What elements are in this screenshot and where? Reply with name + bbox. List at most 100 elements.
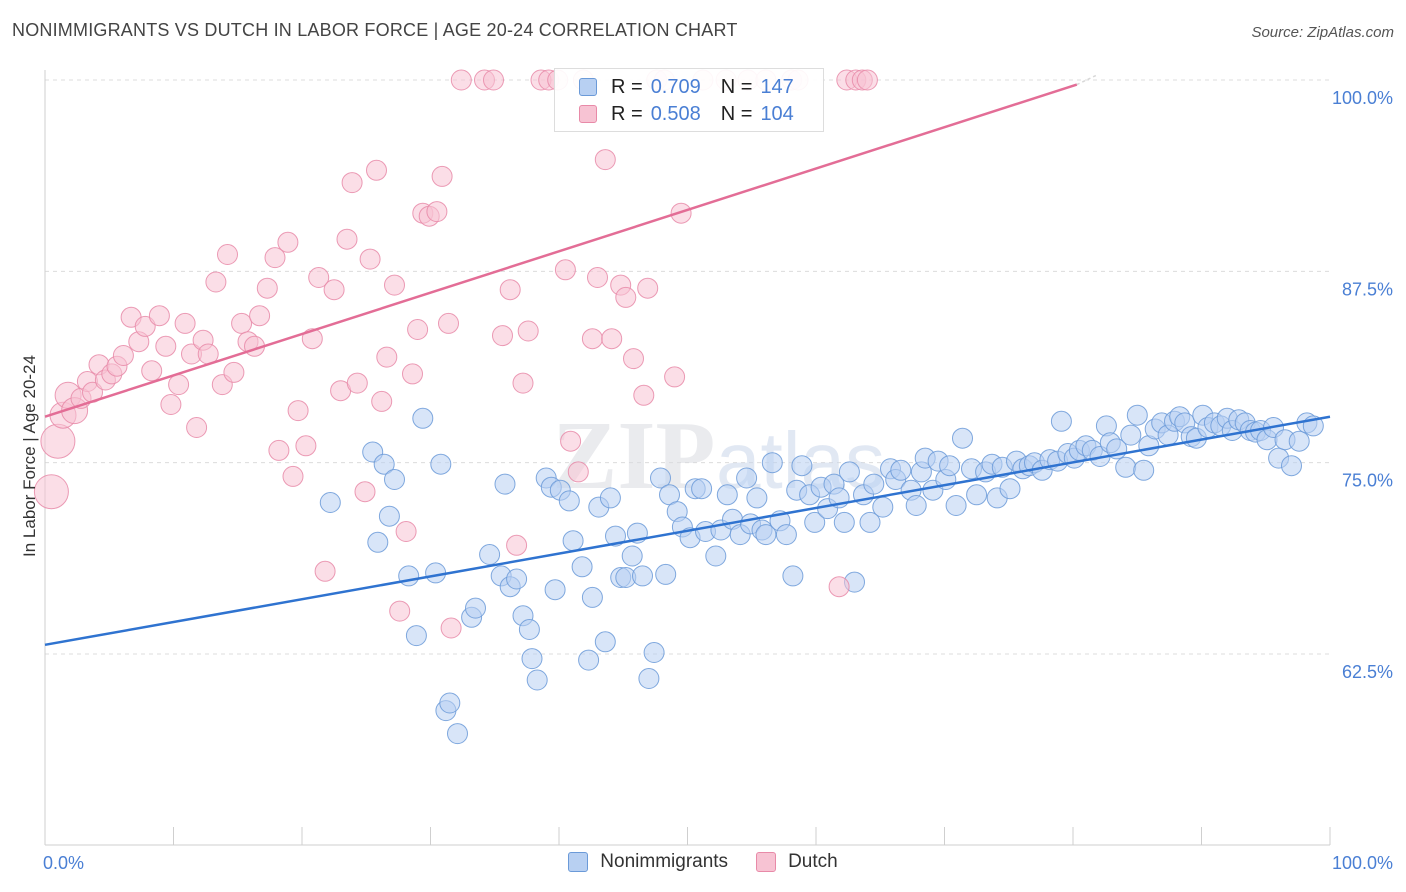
nonimmigrants-point-95 [952, 427, 973, 449]
dutch-point-21 [174, 312, 196, 334]
dutch-point-37 [277, 231, 299, 253]
dutch-point-29 [223, 361, 245, 383]
nonimmigrants-point-3 [373, 453, 395, 475]
nonimmigrants-point-23 [521, 648, 543, 670]
nonimmigrants-point-27 [544, 579, 566, 601]
nonimmigrants-point-52 [691, 478, 713, 500]
dutch-point-18 [155, 335, 177, 357]
nonimmigrants-point-80 [859, 511, 881, 533]
nonimmigrants-point-13 [447, 723, 468, 745]
dutch-point-35 [264, 247, 286, 269]
dutch-point-103 [856, 69, 878, 91]
dutch-point-51 [366, 159, 387, 181]
dutch-point-78 [567, 461, 589, 483]
dutch-point-53 [376, 346, 398, 368]
nonimmigrants-point-7 [405, 625, 427, 647]
dutch-point-30 [231, 312, 253, 334]
dutch-point-61 [426, 201, 448, 223]
nonimmigrants-point-76 [833, 511, 855, 533]
y-axis-label: In Labor Force | Age 20-24 [20, 355, 39, 557]
nonimmigrants-point-37 [605, 525, 626, 547]
dutch-point-33 [249, 305, 271, 327]
axes [44, 70, 1331, 846]
dutch-point-42 [308, 267, 330, 288]
series-nonimmigrants-points [319, 404, 1324, 745]
legend-item-nonimmigrants[interactable]: Nonimmigrants [568, 851, 728, 873]
n-value: 104 [760, 102, 794, 125]
nonimmigrants-point-29 [558, 490, 580, 512]
dutch-point-64 [440, 617, 462, 639]
dutch-point-20 [168, 374, 190, 396]
dutch-point-26 [205, 271, 227, 293]
nonimmigrants-point-30 [562, 530, 584, 552]
trend-lines [44, 74, 1331, 647]
nonimmigrants-point-36 [599, 487, 621, 509]
y-tick-label-0: 62.5% [1342, 662, 1393, 682]
dutch-point-80 [581, 328, 603, 350]
dutch-point-62 [431, 165, 453, 187]
tick-labels: 62.5% 75.0% 87.5% 100.0% 0.0% 100.0% [43, 88, 1393, 873]
r-value: 0.508 [650, 102, 701, 125]
r-label: R = [611, 75, 643, 98]
blue-swatch [579, 78, 597, 96]
dutch-point-52 [371, 390, 393, 412]
nonimmigrants-point-22 [518, 619, 540, 640]
dutch-point-1 [40, 423, 76, 459]
dutch-point-99 [828, 576, 850, 598]
dutch-point-87 [633, 384, 655, 406]
r-value: 0.709 [650, 75, 701, 98]
nonimmigrants-point-31 [571, 556, 593, 578]
chart-title: NONIMMIGRANTS VS DUTCH IN LABOR FORCE | … [12, 20, 738, 40]
nonimmigrants-point-93 [939, 455, 961, 477]
pink-swatch [756, 852, 777, 872]
nonimmigrants-point-87 [905, 495, 927, 516]
stats-legend: R = 0.709 N = 147 R = 0.508 N = 104 [554, 68, 824, 132]
dutch-point-0 [33, 474, 69, 510]
n-value: 147 [760, 75, 794, 98]
dutch-point-56 [395, 521, 417, 542]
dutch-point-58 [407, 319, 429, 340]
nonimmigrants-point-45 [650, 467, 671, 489]
nonimmigrants-point-81 [863, 473, 885, 495]
nonimmigrants-point-120 [1115, 456, 1137, 478]
dutch-point-19 [160, 394, 182, 415]
dutch-point-83 [601, 328, 623, 350]
nonimmigrants-point-94 [945, 495, 967, 516]
blue-swatch [568, 852, 589, 872]
series-dutch-points [33, 69, 878, 639]
dutch-point-67 [483, 69, 504, 91]
nonimmigrants-point-8 [412, 407, 434, 429]
dutch-point-76 [554, 259, 576, 281]
nonimmigrants-point-20 [506, 568, 528, 590]
nonimmigrants-point-122 [1126, 404, 1148, 426]
dutch-point-15 [134, 315, 156, 337]
trend-line-nonimmigrants [44, 415, 1331, 647]
nonimmigrants-point-15 [465, 597, 486, 619]
dutch-point-47 [341, 172, 363, 194]
nonimmigrants-point-102 [999, 478, 1021, 500]
pink-swatch [579, 105, 597, 123]
stats-row-dutch: R = 0.508 N = 104 [579, 101, 794, 127]
nonimmigrants-point-10 [430, 453, 452, 475]
dutch-point-34 [256, 277, 278, 299]
nonimmigrants-point-121 [1120, 424, 1142, 446]
source-label: Source: ZipAtlas.com [1251, 24, 1394, 41]
nonimmigrants-point-9 [425, 562, 447, 584]
nonimmigrants-point-67 [782, 565, 804, 587]
nonimmigrants-point-6 [398, 565, 420, 587]
dutch-point-23 [186, 417, 208, 438]
nonimmigrants-point-64 [761, 452, 783, 474]
nonimmigrants-point-97 [966, 484, 988, 506]
dutch-point-88 [637, 277, 659, 299]
legend-label-dutch: Dutch [788, 851, 838, 872]
nonimmigrants-point-16 [479, 544, 501, 565]
dutch-point-85 [615, 286, 637, 308]
n-label: N = [720, 102, 753, 125]
r-label: R = [611, 102, 643, 125]
dutch-point-48 [346, 372, 368, 394]
dutch-point-65 [450, 69, 472, 91]
legend-item-dutch[interactable]: Dutch [756, 851, 838, 873]
nonimmigrants-point-18 [494, 473, 516, 495]
dutch-point-68 [492, 325, 513, 347]
nonimmigrants-point-77 [838, 461, 860, 483]
